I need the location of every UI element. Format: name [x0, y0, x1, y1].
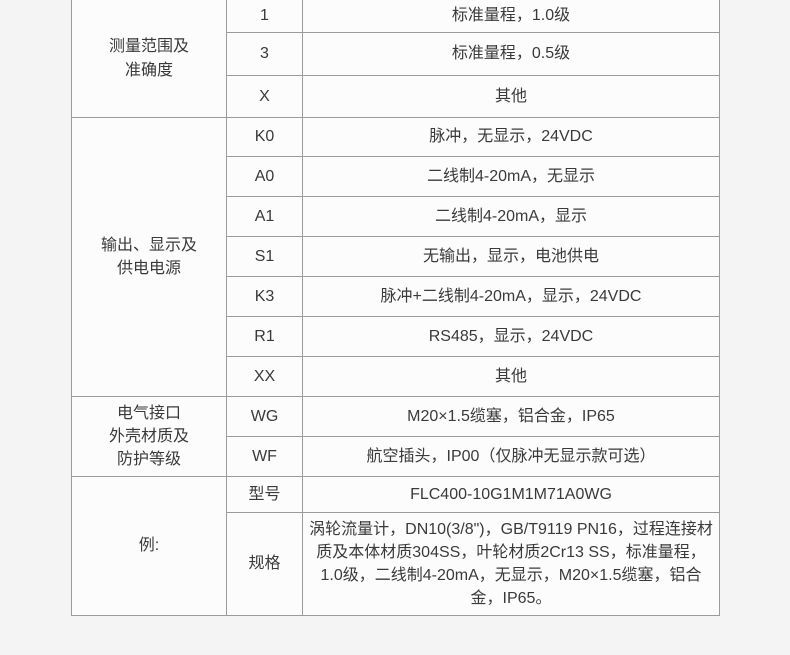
desc-cell: 二线制4-20mA，无显示 — [302, 156, 720, 197]
code-cell: 1 — [226, 0, 303, 33]
table-row: 测量范围及 准确度 1 标准量程，1.0级 — [71, 0, 720, 118]
code-cell-spec: 规格 — [226, 512, 303, 616]
category-measuring-range: 测量范围及 准确度 — [71, 0, 227, 118]
table-row: R1 RS485，显示，24VDC — [72, 316, 720, 357]
code-cell-model: 型号 — [226, 476, 303, 513]
spec-table: 测量范围及 准确度 1 标准量程，1.0级 3 标准量程，0.5级 X 其他 输… — [71, 0, 720, 616]
table-row: XX 其他 — [72, 356, 720, 397]
table-row: S1 无输出，显示，电池供电 — [72, 236, 720, 277]
table-row: A1 二线制4-20mA，显示 — [72, 196, 720, 237]
code-cell: S1 — [226, 236, 303, 277]
code-cell: R1 — [226, 316, 303, 357]
desc-cell-spec-text: 涡轮流量计，DN10(3/8")，GB/T9119 PN16，过程连接材质及本体… — [302, 512, 720, 616]
desc-cell: 标准量程，0.5级 — [302, 32, 720, 76]
code-cell: A0 — [226, 156, 303, 197]
code-cell: K3 — [226, 276, 303, 317]
code-cell: 3 — [226, 32, 303, 76]
table-row: 电气接口 外壳材质及 防护等级 WG M20×1.5缆塞，铝合金，IP65 — [71, 396, 720, 477]
code-cell: A1 — [226, 196, 303, 237]
desc-cell-model-number: FLC400-10G1M1M71A0WG — [302, 476, 720, 513]
table-row: 规格 涡轮流量计，DN10(3/8")，GB/T9119 PN16，过程连接材质… — [72, 512, 720, 616]
category-electrical-interface: 电气接口 外壳材质及 防护等级 — [71, 396, 227, 477]
table-row: A0 二线制4-20mA，无显示 — [72, 156, 720, 197]
desc-cell: 标准量程，1.0级 — [302, 0, 720, 33]
table-row: WF 航空插头，IP00（仅脉冲无显示款可选） — [72, 436, 720, 477]
table-row: 例: 型号 FLC400-10G1M1M71A0WG — [71, 476, 720, 616]
desc-cell: 其他 — [302, 75, 720, 118]
desc-cell: 脉冲+二线制4-20mA，显示，24VDC — [302, 276, 720, 317]
code-cell: WF — [226, 436, 303, 477]
category-output-display-power: 输出、显示及 供电电源 — [71, 117, 227, 397]
desc-cell: 其他 — [302, 356, 720, 397]
table-row: 输出、显示及 供电电源 K0 脉冲，无显示，24VDC — [71, 117, 720, 397]
desc-cell: 航空插头，IP00（仅脉冲无显示款可选） — [302, 436, 720, 477]
desc-cell: 脉冲，无显示，24VDC — [302, 117, 720, 157]
category-example: 例: — [71, 476, 227, 616]
desc-cell: 无输出，显示，电池供电 — [302, 236, 720, 277]
desc-cell: RS485，显示，24VDC — [302, 316, 720, 357]
code-cell: WG — [226, 396, 303, 437]
table-row: X 其他 — [72, 75, 720, 118]
code-cell: X — [226, 75, 303, 118]
desc-cell: M20×1.5缆塞，铝合金，IP65 — [302, 396, 720, 437]
code-cell: XX — [226, 356, 303, 397]
code-cell: K0 — [226, 117, 303, 157]
desc-cell: 二线制4-20mA，显示 — [302, 196, 720, 237]
